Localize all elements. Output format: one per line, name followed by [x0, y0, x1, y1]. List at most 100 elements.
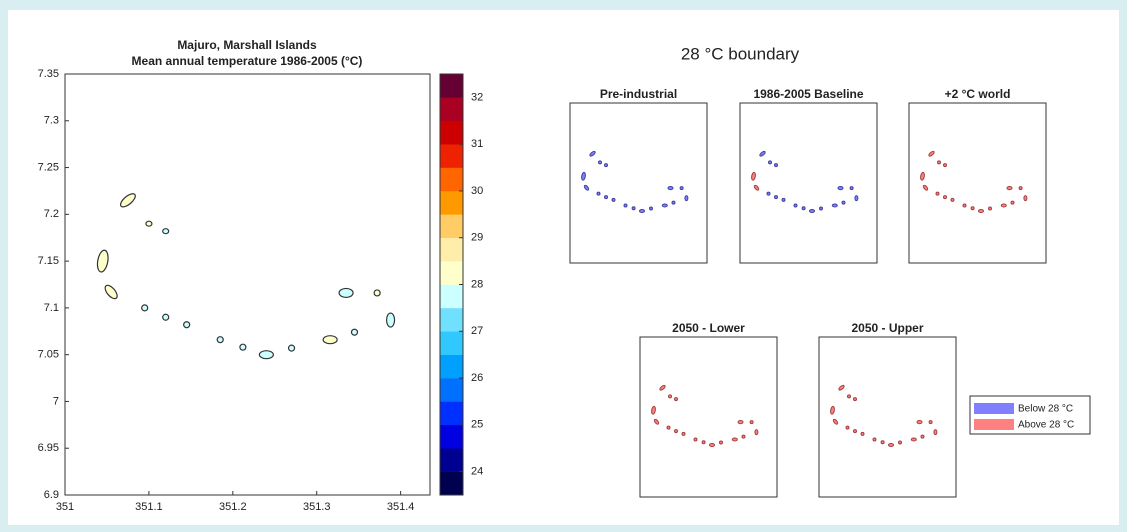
island-dot [1006, 185, 1013, 191]
colorbar-tick-label: 31 [471, 138, 483, 150]
island-dot [741, 434, 746, 439]
island-dot [920, 434, 925, 439]
panel-title: 2050 - Upper [851, 321, 923, 335]
island-dot [611, 197, 616, 202]
island [183, 321, 191, 329]
island-dot [661, 203, 668, 208]
island-dot [766, 191, 771, 196]
island-dot [831, 203, 838, 208]
colorbar-band [440, 167, 463, 192]
island-dot [737, 419, 744, 425]
y-tick-label: 7.25 [38, 161, 59, 173]
x-tick-label: 351.4 [387, 501, 415, 513]
island-dot [667, 185, 674, 191]
colorbar-band [440, 261, 463, 285]
island-dot [793, 203, 798, 208]
island-dot [671, 200, 676, 205]
island [162, 313, 170, 321]
island-dot [768, 160, 772, 165]
island-dot [849, 186, 854, 191]
y-tick-label: 6.9 [44, 489, 59, 501]
island-dot [668, 394, 672, 399]
island-dot [751, 171, 756, 181]
island-dot [853, 429, 857, 434]
island-dot [988, 206, 992, 211]
colorbar-band [440, 144, 463, 168]
island-dot [679, 186, 684, 191]
colorbar-band [440, 190, 463, 215]
island-dot [928, 150, 935, 157]
island-dot [681, 431, 686, 436]
y-tick-label: 7.05 [38, 349, 59, 361]
island-dot [774, 195, 778, 200]
colorbar-band [440, 214, 463, 239]
colorbar-band [440, 284, 463, 309]
panel-title: +2 °C world [945, 87, 1011, 101]
colorbar-tick-label: 24 [471, 466, 483, 478]
island [96, 249, 109, 273]
island-dot [596, 191, 601, 196]
island-dot [920, 171, 925, 181]
island-dot [832, 418, 839, 425]
island [141, 304, 149, 312]
colorbar-band [440, 448, 463, 472]
island-dot [659, 384, 666, 391]
island-dot [887, 442, 895, 447]
legend-label: Below 28 °C [1018, 404, 1073, 415]
island-dot [589, 150, 596, 157]
colorbar-tick-label: 32 [471, 91, 483, 103]
island-dot [970, 206, 975, 211]
island-dot [943, 195, 947, 200]
island [162, 228, 170, 235]
island-dot [719, 440, 723, 445]
island-dot [749, 420, 754, 425]
island-dot [860, 431, 865, 436]
colorbar-band [440, 331, 463, 355]
island-dot [774, 163, 778, 168]
island-dot [649, 206, 653, 211]
island-dot [731, 437, 738, 442]
island-dot [708, 442, 716, 447]
legend-swatch [974, 419, 1014, 430]
island-dot [623, 203, 628, 208]
island [350, 328, 359, 336]
island-dot [928, 420, 933, 425]
island-dot [937, 160, 941, 165]
island-dot [1000, 203, 1007, 208]
x-tick-label: 351 [56, 501, 74, 513]
island-dot [674, 397, 678, 402]
colorbar-band [440, 307, 463, 332]
colorbar-tick-label: 25 [471, 419, 483, 431]
island [239, 343, 247, 351]
y-tick-label: 7.15 [38, 255, 59, 267]
island-dot [759, 150, 766, 157]
island-dot [753, 184, 760, 191]
island-dot [830, 405, 835, 415]
island-dot [631, 206, 636, 211]
legend-label: Above 28 °C [1018, 420, 1074, 431]
colorbar-band [440, 378, 463, 402]
island [258, 350, 274, 360]
y-tick-label: 7.2 [44, 208, 59, 220]
island-dot [853, 397, 857, 402]
y-tick-label: 7.3 [44, 115, 59, 127]
island [385, 312, 396, 328]
colorbar-band [440, 401, 463, 426]
panel-title: 1986-2005 Baseline [753, 87, 863, 101]
colorbar-band [440, 120, 463, 145]
island-dot [581, 171, 586, 181]
island-dot [838, 384, 845, 391]
island-dot [916, 419, 923, 425]
colorbar-tick-label: 27 [471, 325, 483, 337]
island-dot [598, 160, 602, 165]
island [216, 336, 224, 344]
colorbar-band [440, 237, 463, 262]
island [145, 220, 153, 227]
island [322, 335, 338, 345]
island-dot [935, 191, 940, 196]
colorbar-band [440, 74, 463, 98]
colorbar-tick-label: 28 [471, 278, 483, 290]
panel-title: 2050 - Lower [672, 321, 745, 335]
